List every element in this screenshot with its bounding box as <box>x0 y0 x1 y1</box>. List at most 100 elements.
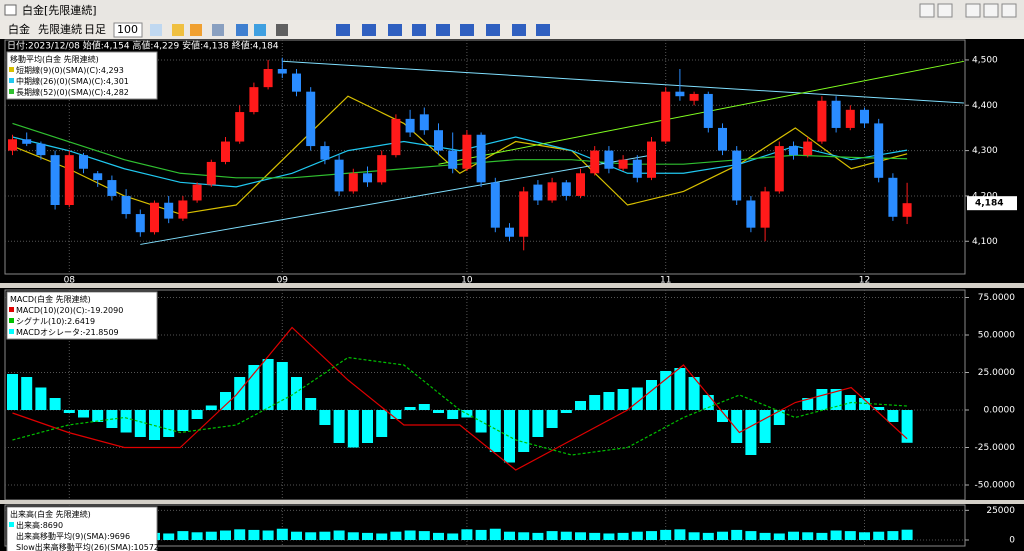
splitter <box>0 283 1024 288</box>
bar <box>546 531 558 540</box>
tool-icon[interactable] <box>388 24 402 36</box>
bar <box>759 532 771 540</box>
bar <box>802 398 814 410</box>
bar <box>759 410 771 443</box>
tool-icon[interactable] <box>362 24 376 36</box>
candle-body <box>405 118 415 133</box>
legend-box <box>6 506 158 551</box>
bar <box>347 532 359 540</box>
candle-body <box>79 155 88 169</box>
y-tick-label: 4,300 <box>972 146 998 156</box>
candle-body <box>448 150 458 169</box>
bar <box>191 410 203 419</box>
legend-entry: 出来高(白金 先限連続) <box>10 509 91 519</box>
bar <box>816 389 828 410</box>
symbol-button[interactable]: 白金 <box>8 22 30 36</box>
window-icon <box>4 4 17 16</box>
moving-average <box>12 122 908 179</box>
bar <box>433 532 444 540</box>
legend-swatch <box>9 318 14 323</box>
bar <box>731 410 743 443</box>
legend-entry: 短期線(9)(0)(SMA)(C):4,293 <box>16 65 124 75</box>
bar <box>702 395 714 410</box>
minimize-button[interactable] <box>965 3 981 18</box>
bar <box>461 529 473 540</box>
bar <box>646 531 657 540</box>
candle-body <box>845 109 855 128</box>
bar <box>532 532 544 540</box>
bar <box>305 532 317 540</box>
bar <box>603 392 615 410</box>
bar <box>802 532 814 540</box>
candle-body <box>8 139 17 151</box>
bar <box>660 529 672 540</box>
legend-swatch <box>9 67 14 72</box>
candle-body <box>235 112 245 142</box>
y-tick-label: 4,400 <box>972 101 998 111</box>
bar <box>291 531 302 540</box>
candle-body <box>590 150 600 174</box>
bar <box>589 532 601 540</box>
tool-icon[interactable] <box>254 24 266 36</box>
x-tick-label: 09 <box>277 276 289 286</box>
tool-icon[interactable] <box>276 24 288 36</box>
bar <box>518 410 530 452</box>
count-value[interactable]: 100 <box>117 23 138 36</box>
candle-body <box>490 182 500 228</box>
tool-icon[interactable] <box>436 24 450 36</box>
bar <box>7 374 18 410</box>
count-input[interactable] <box>113 22 143 38</box>
bar <box>191 532 203 540</box>
tool-icon[interactable] <box>212 24 224 36</box>
bar <box>532 410 544 437</box>
bar <box>433 410 444 413</box>
candle-body <box>661 91 671 142</box>
bar <box>631 531 643 540</box>
y-tick-label: 75.0000 <box>978 293 1015 303</box>
bar <box>220 530 231 540</box>
bar <box>376 533 388 540</box>
bar <box>688 377 700 410</box>
indicator-line <box>12 326 908 471</box>
tool-icon[interactable] <box>236 24 248 36</box>
bar <box>475 529 487 540</box>
bar <box>873 531 885 540</box>
bar <box>418 404 430 410</box>
tool-icon[interactable] <box>190 24 202 36</box>
x-tick-label: 10 <box>461 276 473 286</box>
tool-icon[interactable] <box>150 24 162 36</box>
y-tick-label: 0.0000 <box>984 406 1016 416</box>
tool-icon[interactable] <box>486 24 500 36</box>
tool-icon[interactable] <box>536 24 550 36</box>
candle-body <box>135 214 145 233</box>
tool-icon[interactable] <box>512 24 526 36</box>
bar <box>873 407 885 410</box>
legend-entry: Slow出来高移動平均(26)(SMA):10572 <box>16 542 159 551</box>
tool-icon[interactable] <box>336 24 350 36</box>
tool-icons[interactable] <box>150 24 550 36</box>
bar <box>731 529 743 540</box>
tool-icon[interactable] <box>412 24 426 36</box>
settings-button[interactable] <box>937 3 953 18</box>
link-button[interactable] <box>919 3 935 18</box>
candle-body <box>760 191 770 228</box>
bar <box>745 531 757 540</box>
bar <box>404 407 416 410</box>
maximize-button[interactable] <box>983 3 999 18</box>
candle-body <box>803 141 813 156</box>
close-button[interactable] <box>1001 3 1017 18</box>
candle-body <box>263 69 273 88</box>
tool-icon[interactable] <box>172 24 184 36</box>
candle-body <box>746 200 756 228</box>
window-buttons[interactable] <box>919 3 1017 18</box>
splitter <box>0 500 1024 504</box>
period-select[interactable]: 日足 <box>84 23 106 36</box>
legend: MACD(白金 先限連続) MACD(10)(20)(C):-19.2090シグナ… <box>6 291 158 340</box>
tool-icon[interactable] <box>460 24 474 36</box>
bar <box>418 531 430 540</box>
x-tick-label: 11 <box>660 276 671 286</box>
bar <box>248 529 260 540</box>
bar <box>333 410 345 443</box>
contract-button[interactable]: 先限連続 <box>38 22 82 36</box>
